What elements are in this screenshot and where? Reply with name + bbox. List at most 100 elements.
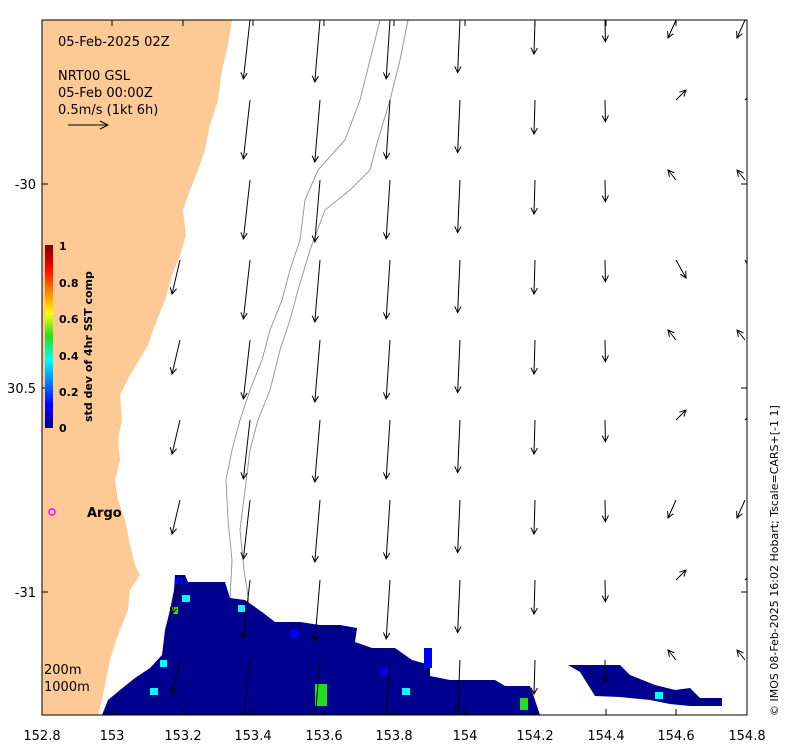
current-vector xyxy=(667,20,677,39)
current-vector xyxy=(171,579,181,615)
current-vector-head xyxy=(169,607,177,616)
current-vector-head xyxy=(736,30,743,40)
current-vector xyxy=(242,20,251,79)
current-vector xyxy=(314,20,321,83)
x-tick-label: 154.4 xyxy=(587,729,624,744)
current-vector xyxy=(675,409,687,421)
current-vector-head xyxy=(240,472,248,480)
current-vector xyxy=(314,259,321,323)
colorbar-tick-label: 0.2 xyxy=(59,386,79,399)
x-tick-label: 153 xyxy=(100,729,125,744)
scale-label: 0.5m/s (1kt 6h) xyxy=(58,103,159,118)
current-vector-head xyxy=(530,287,538,296)
current-vector-head xyxy=(311,75,319,84)
current-vectors xyxy=(169,20,755,722)
current-vector-head xyxy=(311,155,319,164)
current-vector-head xyxy=(311,635,319,644)
current-vector xyxy=(242,339,251,399)
current-vector-head xyxy=(749,271,755,278)
current-vector xyxy=(171,499,181,535)
current-vector xyxy=(314,579,321,643)
current-vector xyxy=(385,419,391,479)
y-tick-label: -31 xyxy=(15,586,36,601)
current-vector xyxy=(533,259,536,295)
current-vector-head xyxy=(667,30,674,40)
current-vector-head xyxy=(736,649,744,657)
current-vector-head xyxy=(530,687,538,696)
current-vector xyxy=(457,20,461,73)
current-vector xyxy=(457,499,461,553)
current-vector-head xyxy=(311,395,319,404)
current-vector-head xyxy=(667,510,674,520)
current-vector xyxy=(243,659,251,715)
current-vector xyxy=(314,659,321,715)
current-vector-head xyxy=(530,207,538,216)
current-vector-head xyxy=(530,47,538,56)
x-tick-label: 153.2 xyxy=(164,729,201,744)
x-tick-label: 153.6 xyxy=(305,729,342,744)
current-vector xyxy=(533,99,536,135)
current-vector xyxy=(533,659,536,695)
current-vector xyxy=(242,419,251,479)
argo-float-marker xyxy=(48,508,56,516)
current-vector-head xyxy=(311,475,319,484)
current-vector xyxy=(385,579,391,639)
current-vector xyxy=(171,339,181,375)
colorbar-tick-label: 0.6 xyxy=(59,313,79,326)
current-vector xyxy=(314,179,321,243)
current-vector-head xyxy=(530,367,538,376)
current-vector xyxy=(457,419,461,473)
x-tick-label: 153.8 xyxy=(375,729,412,744)
current-vector xyxy=(533,179,536,215)
current-vector-head xyxy=(601,435,609,443)
current-vector-head xyxy=(454,386,462,394)
current-vector-head xyxy=(601,595,609,603)
credit-text: © IMOS 08-Feb-2025 16:02 Hobart; Tscale=… xyxy=(768,405,781,716)
current-vector-head xyxy=(169,447,177,456)
current-vector-head xyxy=(667,649,675,657)
current-vector xyxy=(533,499,536,535)
current-vector-head xyxy=(311,315,319,324)
current-vector xyxy=(385,99,391,159)
current-vector xyxy=(667,499,677,519)
current-vector-head xyxy=(454,626,462,634)
map-title: 05-Feb-2025 02Z xyxy=(58,35,170,50)
x-tick-label: 154 xyxy=(453,729,478,744)
current-vector xyxy=(667,329,677,341)
isobath-label-200m: 200m xyxy=(44,663,82,678)
current-vector-head xyxy=(240,312,248,320)
current-vector xyxy=(667,169,677,181)
current-vector-head xyxy=(454,146,462,154)
y-tick-label: -30 xyxy=(15,178,36,193)
current-vector xyxy=(457,339,461,393)
current-vector-head xyxy=(679,89,687,97)
x-tick-label: 154.8 xyxy=(728,729,765,744)
y-tick-label: 30.5 xyxy=(7,382,36,397)
current-vector-head xyxy=(454,226,462,234)
current-vector-head xyxy=(240,552,248,560)
current-vector xyxy=(667,649,677,661)
current-vector-head xyxy=(601,195,609,203)
current-vector-head xyxy=(169,527,177,536)
current-vector-head xyxy=(601,275,609,283)
current-vector xyxy=(314,499,321,563)
current-vector xyxy=(736,329,746,341)
current-vector xyxy=(457,179,461,233)
current-vector-head xyxy=(454,306,462,314)
current-vector-head xyxy=(667,169,675,177)
x-tick-label: 154.2 xyxy=(516,729,553,744)
current-vector-head xyxy=(240,152,248,160)
current-vector xyxy=(171,419,181,455)
argo-label: Argo xyxy=(87,506,122,521)
x-tick-label: 154.6 xyxy=(657,729,694,744)
current-vector-head xyxy=(240,72,248,80)
sst-std-dev-patch xyxy=(102,575,722,715)
current-vector-head xyxy=(312,716,318,722)
current-vector-head xyxy=(679,409,687,417)
coastline-land xyxy=(42,20,232,715)
current-vector-head xyxy=(679,270,687,279)
current-vector xyxy=(242,579,251,639)
current-vector xyxy=(314,419,321,483)
current-vector xyxy=(533,419,536,455)
